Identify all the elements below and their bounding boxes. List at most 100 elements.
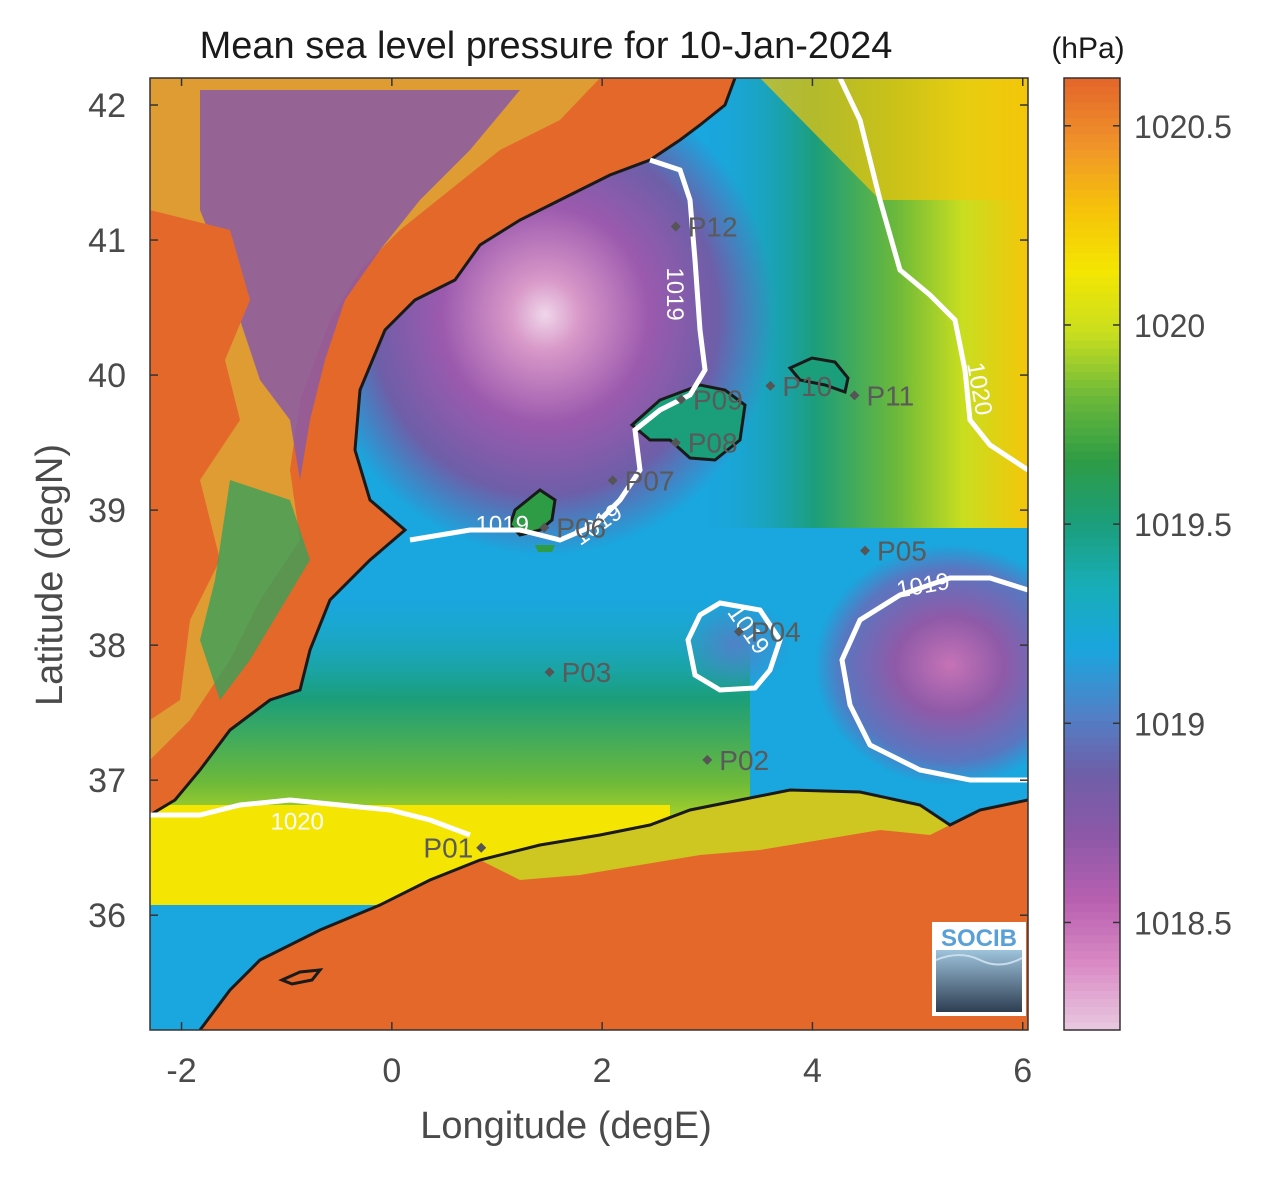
colorbar-cell: [1064, 887, 1120, 896]
colorbar-cell: [1064, 78, 1120, 87]
colorbar-cell: [1064, 577, 1120, 587]
colorbar-cell: [1064, 427, 1120, 436]
island-formentera: [535, 545, 555, 552]
colorbar-cell: [1064, 855, 1120, 864]
station-marker: [860, 545, 871, 556]
colorbar-tick-label: 1020: [1134, 308, 1205, 344]
colorbar-cell: [1064, 300, 1120, 309]
station-marker: [670, 437, 681, 448]
colorbar-cell: [1064, 839, 1120, 849]
colorbar-cell: [1064, 585, 1120, 595]
colorbar-cell: [1064, 704, 1120, 714]
colorbar-cell: [1064, 490, 1120, 500]
colorbar-cell: [1064, 276, 1120, 285]
colorbar-cell: [1064, 1014, 1120, 1023]
colorbar-cell: [1064, 601, 1120, 611]
colorbar-tick-label: 1019.5: [1134, 507, 1232, 543]
colorbar-cell: [1064, 998, 1120, 1007]
contour-1020-south: [150, 797, 471, 838]
colorbar-cell: [1064, 903, 1120, 912]
station-label: P02: [719, 745, 769, 776]
colorbar-cell: [1064, 85, 1120, 95]
y-tick-label: 41: [88, 222, 126, 260]
contour-1019-p04: [685, 600, 783, 693]
map-frame: [149, 77, 1029, 1031]
colorbar-cell: [1064, 419, 1120, 428]
y-tick-label: 42: [88, 87, 126, 125]
colorbar-cell: [1064, 736, 1120, 745]
colorbar-cell: [1064, 649, 1120, 658]
station-label: P04: [751, 617, 801, 648]
colorbar-cell: [1064, 466, 1120, 476]
colorbar-cell: [1064, 554, 1120, 563]
colorbar-cell: [1064, 236, 1120, 246]
colorbar-cell: [1064, 109, 1120, 119]
colorbar-cell: [1064, 117, 1120, 127]
land-iberia-green: [200, 480, 310, 700]
colorbar-cell: [1064, 403, 1120, 412]
colorbar-cell: [1064, 331, 1120, 341]
y-tick-label: 36: [88, 897, 126, 935]
station-label: P01: [423, 833, 473, 864]
station-marker: [539, 522, 550, 533]
colorbar-cell: [1064, 482, 1120, 492]
y-tick-label: 38: [88, 627, 126, 665]
coastline-africa: [198, 788, 1028, 1030]
colorbar-cell: [1064, 966, 1120, 976]
colorbar-cell: [1064, 561, 1120, 571]
colorbar-cell: [1064, 149, 1120, 158]
station-label: P05: [877, 536, 927, 567]
colorbar-cell: [1064, 514, 1120, 523]
contour-1020-east: [837, 78, 1028, 473]
colorbar-cell: [1064, 633, 1120, 642]
contour-1019-east: [839, 575, 1028, 783]
colorbar-cell: [1064, 696, 1120, 706]
station-marker: [733, 626, 744, 637]
colorbar-cell: [1064, 974, 1120, 983]
station-label: P09: [693, 384, 743, 415]
colorbar-cell: [1064, 220, 1120, 230]
colorbar-cell: [1064, 260, 1120, 269]
contour-label: 1020: [271, 809, 324, 836]
colorbar-cell: [1064, 339, 1120, 349]
colorbar-cell: [1064, 982, 1120, 991]
colorbar-cell: [1064, 212, 1120, 222]
colorbar-cell: [1064, 752, 1120, 761]
land-africa-coastal-band: [480, 790, 950, 880]
colorbar-cell: [1064, 918, 1120, 928]
colorbar-cell: [1064, 292, 1120, 301]
colorbar-cell: [1064, 387, 1120, 396]
colorbar-cell: [1064, 641, 1120, 650]
island-menorca: [790, 358, 848, 392]
colorbar-cell: [1064, 847, 1120, 857]
colorbar-cell: [1064, 593, 1120, 603]
colorbar-cell: [1064, 942, 1120, 952]
colorbar-cell: [1064, 498, 1120, 507]
station-marker: [476, 842, 487, 853]
y-axis-label: Latitude (degN): [29, 444, 71, 706]
colorbar-cell: [1064, 252, 1120, 262]
colorbar-cell: [1064, 688, 1120, 698]
land-iberia-purple: [200, 90, 520, 480]
low-pressure-east: [815, 545, 1028, 785]
colorbar-cell: [1064, 792, 1120, 801]
colorbar-cell: [1064, 911, 1120, 920]
colorbar-cell: [1064, 323, 1120, 333]
sea-field-north-band: [760, 78, 1028, 200]
station-marker: [849, 390, 860, 401]
colorbar-cell: [1064, 934, 1120, 944]
colorbar-cell: [1064, 506, 1120, 515]
colorbar-cell: [1064, 895, 1120, 904]
colorbar-cell: [1064, 133, 1120, 143]
y-tick-label: 39: [88, 492, 126, 530]
colorbar-cell: [1064, 411, 1120, 420]
colorbar-cell: [1064, 776, 1120, 785]
colorbar-cell: [1064, 625, 1120, 634]
contour-1019-north: [409, 157, 708, 543]
station-label: P07: [625, 465, 675, 496]
socib-logo: SOCIB: [932, 922, 1026, 1016]
colorbar-cell: [1064, 284, 1120, 293]
colorbar-cell: [1064, 673, 1120, 682]
colorbar-frame: [1063, 77, 1121, 1031]
